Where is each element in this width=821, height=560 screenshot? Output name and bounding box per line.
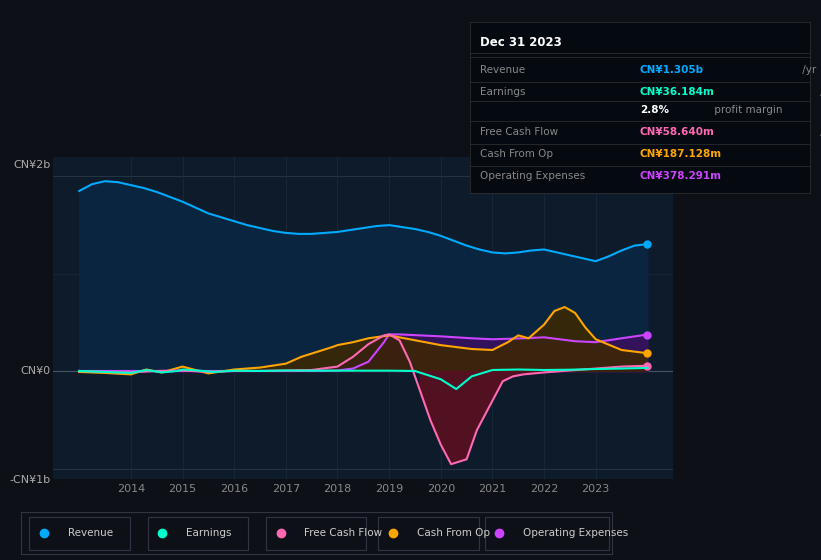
Text: /yr: /yr bbox=[817, 127, 821, 137]
Text: CN¥36.184m: CN¥36.184m bbox=[640, 87, 715, 97]
Text: Dec 31 2023: Dec 31 2023 bbox=[479, 36, 562, 49]
Text: Cash From Op: Cash From Op bbox=[416, 529, 489, 538]
Text: CN¥187.128m: CN¥187.128m bbox=[640, 149, 722, 159]
Text: Free Cash Flow: Free Cash Flow bbox=[305, 529, 383, 538]
Text: Operating Expenses: Operating Expenses bbox=[523, 529, 628, 538]
Text: /yr: /yr bbox=[800, 65, 817, 75]
Text: 2.8%: 2.8% bbox=[640, 105, 669, 114]
Text: Revenue: Revenue bbox=[479, 65, 525, 75]
Text: Revenue: Revenue bbox=[68, 529, 113, 538]
Text: CN¥58.640m: CN¥58.640m bbox=[640, 127, 715, 137]
Text: /yr: /yr bbox=[817, 87, 821, 97]
Text: CN¥2b: CN¥2b bbox=[13, 160, 50, 170]
Text: -CN¥1b: -CN¥1b bbox=[9, 475, 50, 486]
Text: profit margin: profit margin bbox=[711, 105, 782, 114]
Text: CN¥378.291m: CN¥378.291m bbox=[640, 171, 722, 181]
Text: Earnings: Earnings bbox=[186, 529, 232, 538]
Text: Earnings: Earnings bbox=[479, 87, 525, 97]
Text: CN¥0: CN¥0 bbox=[21, 366, 50, 376]
Text: Free Cash Flow: Free Cash Flow bbox=[479, 127, 558, 137]
Text: Cash From Op: Cash From Op bbox=[479, 149, 553, 159]
Text: Operating Expenses: Operating Expenses bbox=[479, 171, 585, 181]
Text: CN¥1.305b: CN¥1.305b bbox=[640, 65, 704, 75]
